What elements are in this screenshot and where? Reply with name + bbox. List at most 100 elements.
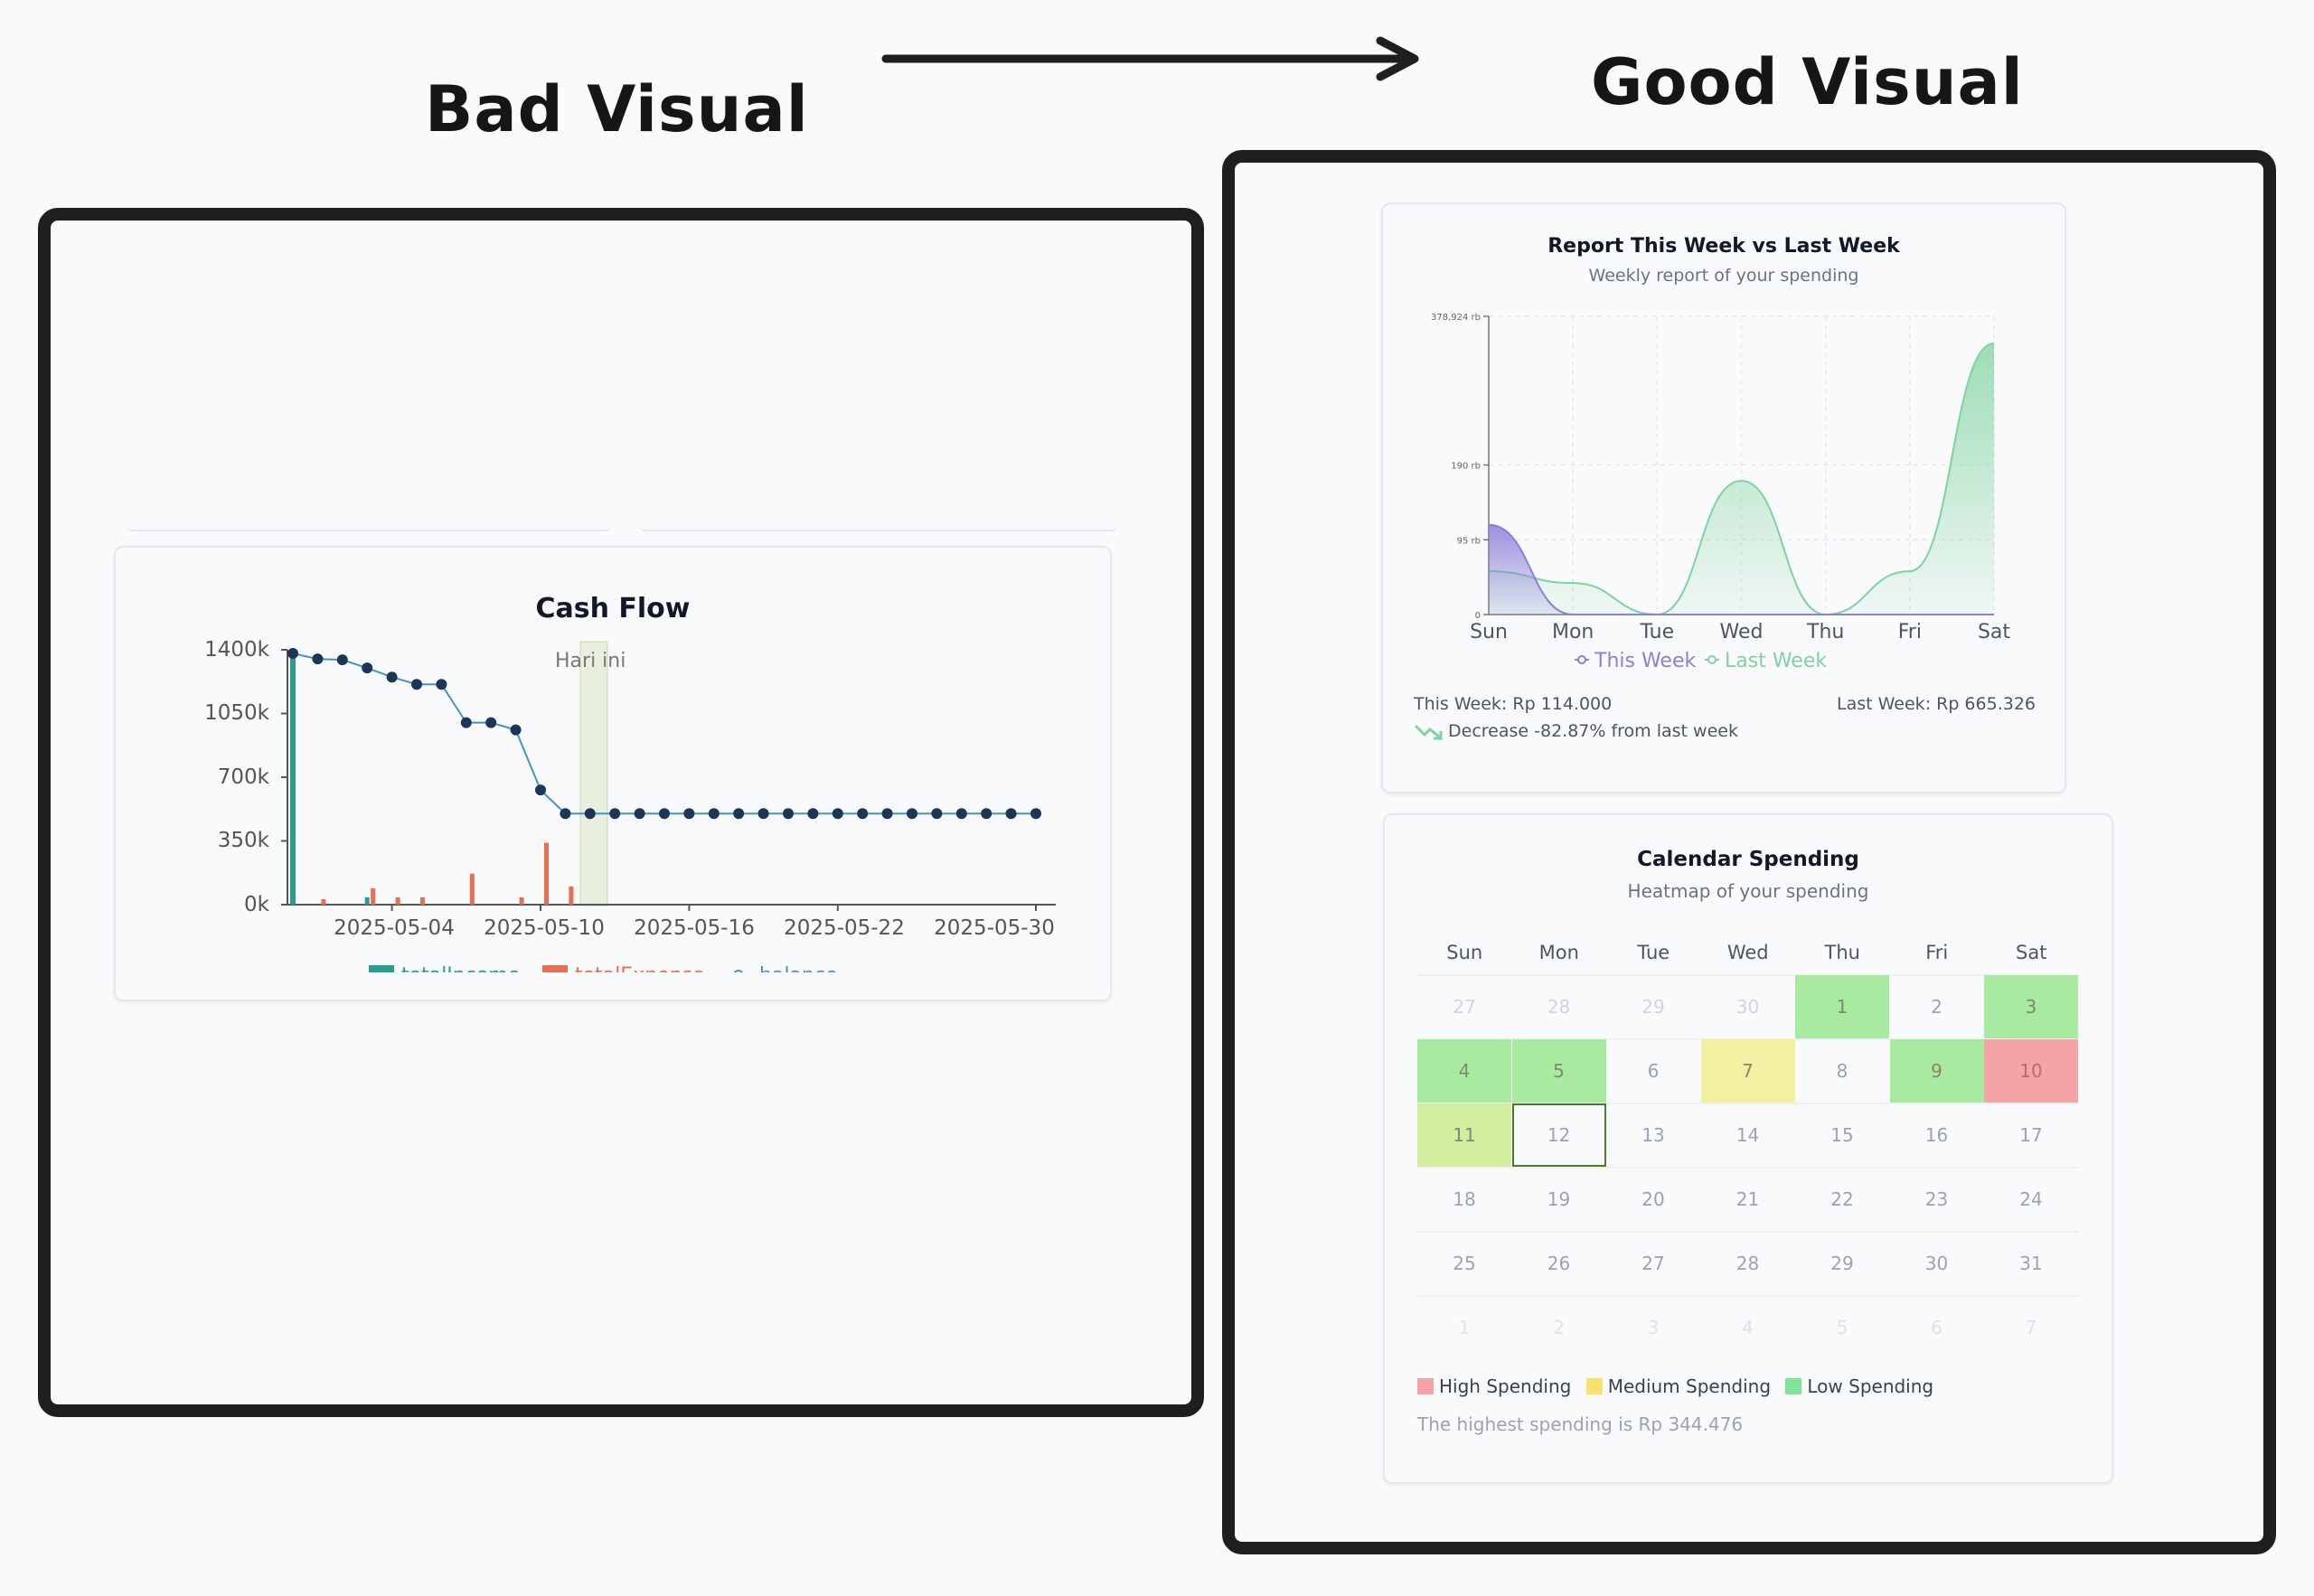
calendar-legend: High Spending Medium Spending Low Spendi… (1417, 1375, 1933, 1397)
x-tick-label: 2025-05-30 (934, 916, 1055, 940)
calendar-day[interactable]: 19 (1547, 1188, 1571, 1210)
weekly-y-tick-label: 378,924 rb (1431, 313, 1481, 323)
calendar-day[interactable]: 2 (1931, 996, 1942, 1018)
calendar-day[interactable]: 9 (1889, 1039, 1984, 1103)
legend-low: Low Spending (1785, 1375, 1933, 1397)
calendar-day[interactable]: 7 (1700, 1039, 1795, 1103)
balance-point (733, 808, 745, 820)
calendar-day[interactable]: 29 (1830, 1253, 1854, 1274)
balance-point (312, 653, 324, 665)
faded-card-edge-left (127, 519, 611, 531)
weekly-x-tick-label: Sat (1978, 621, 2010, 643)
calendar-day[interactable]: 17 (2019, 1124, 2043, 1146)
calendar-day[interactable]: 30 (1736, 996, 1760, 1018)
calendar-day[interactable]: 11 (1417, 1103, 1511, 1167)
calendar-day[interactable]: 4 (1417, 1039, 1511, 1103)
bad-visual-label: Bad Visual (425, 72, 809, 146)
balance-point (955, 808, 967, 820)
cash-flow-legend: totalIncome totalExpense balance (369, 964, 838, 972)
calendar-day[interactable]: 1 (1795, 975, 1889, 1038)
calendar-day[interactable]: 21 (1736, 1188, 1760, 1210)
calendar-day[interactable]: 26 (1547, 1253, 1571, 1274)
calendar-day[interactable]: 20 (1641, 1188, 1665, 1210)
calendar-day[interactable]: 25 (1453, 1253, 1476, 1274)
balance-point (436, 679, 447, 690)
balance-point (460, 717, 472, 728)
balance-point (411, 679, 422, 690)
balance-point (510, 724, 522, 736)
calendar-day[interactable]: 14 (1736, 1124, 1760, 1146)
calendar-day[interactable]: 5 (1511, 1039, 1606, 1103)
this-week-total: This Week: Rp 114.000 (1414, 694, 1613, 714)
weekday-header: Wed (1726, 942, 1769, 963)
balance-point (981, 808, 992, 820)
row-divider (1417, 974, 2079, 976)
calendar-day[interactable]: 23 (1924, 1188, 1949, 1210)
expense-bar (371, 887, 376, 905)
row-divider (1417, 1295, 2079, 1297)
balance-point (757, 808, 769, 820)
weekday-header: Fri (1925, 942, 1949, 963)
weekly-x-tick-label: Sun (1470, 621, 1508, 643)
balance-point (535, 784, 546, 796)
calendar-day[interactable]: 18 (1453, 1188, 1476, 1210)
calendar-footer: The highest spending is Rp 344.476 (1417, 1413, 1744, 1435)
balance-point (708, 808, 720, 820)
calendar-day[interactable]: 27 (1641, 1253, 1665, 1274)
calendar-day[interactable]: 29 (1641, 996, 1665, 1018)
weekly-y-tick-label: 0 (1475, 611, 1481, 621)
calendar-day[interactable]: 2 (1553, 1317, 1565, 1338)
legend-expense: totalExpense (575, 964, 705, 972)
calendar-day[interactable]: 3 (1647, 1317, 1660, 1338)
weekly-legend-last-week-icon (1705, 655, 1719, 664)
calendar-day[interactable]: 12 (1511, 1103, 1606, 1167)
expense-bar (519, 897, 524, 905)
expense-bar (569, 886, 574, 905)
today-annotation: Hari ini (555, 650, 626, 672)
calendar-day[interactable]: 28 (1736, 1253, 1760, 1274)
row-divider (1417, 1103, 2079, 1104)
weekday-header: Sat (2016, 942, 2047, 963)
weekday-header: Thu (1824, 942, 1860, 963)
calendar-day[interactable]: 10 (1984, 1039, 2078, 1103)
calendar-day[interactable]: 8 (1836, 1060, 1848, 1082)
cash-flow-card: Cash Flow Hari ini 1400k 1050k 700k 350k… (114, 546, 1112, 1001)
balance-point (907, 808, 917, 820)
weekly-x-tick-label: Mon (1552, 621, 1594, 643)
balance-point (807, 808, 819, 820)
weekly-subtitle: Weekly report of your spending (1588, 266, 1859, 286)
balance-point (386, 671, 398, 683)
calendar-day[interactable]: 27 (1453, 996, 1476, 1018)
calendar-day[interactable]: 7 (2025, 1317, 2037, 1338)
calendar-day[interactable]: 6 (1931, 1317, 1942, 1338)
weekly-legend-last-week: Last Week (1725, 650, 1827, 672)
calendar-day[interactable]: 28 (1547, 996, 1571, 1018)
y-tick-label: 700k (218, 765, 270, 789)
calendar-day[interactable]: 1 (1458, 1317, 1471, 1338)
row-divider (1417, 1231, 2079, 1233)
weekly-x-tick-label: Wed (1720, 621, 1764, 643)
calendar-day[interactable]: 22 (1830, 1188, 1854, 1210)
weekly-y-tick-label: 95 rb (1457, 536, 1481, 546)
calendar-day[interactable]: 24 (2019, 1188, 2043, 1210)
this-week-line (1488, 523, 1994, 616)
calendar-day[interactable]: 5 (1836, 1317, 1848, 1338)
balance-point (336, 654, 348, 666)
calendar-day[interactable]: 15 (1830, 1124, 1854, 1146)
calendar-title: Calendar Spending (1637, 848, 1859, 871)
calendar-day[interactable]: 13 (1641, 1124, 1665, 1146)
expense-bar (321, 898, 326, 905)
calendar-day[interactable]: 31 (2019, 1253, 2043, 1274)
balance-point (584, 808, 596, 820)
weekday-header: Mon (1538, 942, 1579, 963)
calendar-day[interactable]: 4 (1742, 1317, 1754, 1338)
balance-point (659, 808, 670, 820)
calendar-day[interactable]: 16 (1924, 1124, 1949, 1146)
calendar-day[interactable]: 6 (1647, 1060, 1660, 1082)
cash-flow-title: Cash Flow (535, 593, 691, 624)
weekly-report-card: Report This Week vs Last Week Weekly rep… (1381, 202, 2066, 793)
balance-line (292, 652, 1036, 815)
calendar-day[interactable]: 30 (1924, 1253, 1949, 1274)
balance-point (485, 717, 497, 728)
calendar-day[interactable]: 3 (1984, 975, 2078, 1038)
